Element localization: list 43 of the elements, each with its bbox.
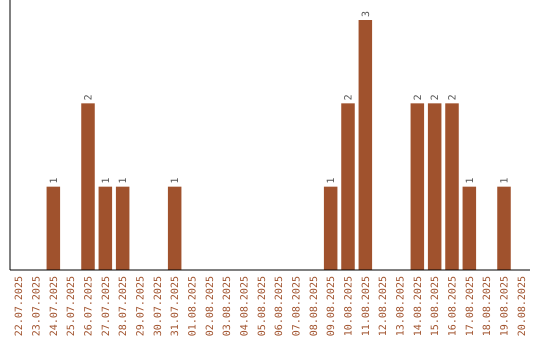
x-tick-label: 15.08.2025: [430, 276, 442, 336]
data-label: 1: [464, 178, 476, 184]
x-tick-label: 05.08.2025: [256, 276, 268, 336]
data-label: 1: [500, 178, 510, 184]
x-tick-label: 17.08.2025: [464, 276, 476, 336]
x-tick-label: 24.07.2025: [48, 276, 60, 336]
x-tick-label: 18.08.2025: [482, 276, 494, 336]
x-tick-label: 14.08.2025: [412, 276, 424, 336]
x-tick-label: 19.08.2025: [500, 276, 510, 336]
x-tick-label: 02.08.2025: [204, 276, 216, 336]
x-tick-label: 06.08.2025: [274, 276, 286, 336]
data-label: 1: [118, 178, 130, 184]
data-label: 2: [412, 94, 424, 100]
x-tick-label: 07.08.2025: [292, 276, 302, 336]
data-label: 3: [360, 10, 372, 17]
x-tick-label: 31.07.2025: [170, 276, 182, 336]
x-tick-label: 22.07.2025: [14, 276, 26, 336]
data-label: 2: [448, 94, 458, 100]
data-label: 1: [170, 178, 182, 184]
x-tick-label: 11.08.2025: [360, 276, 372, 336]
x-tick-label: 10.08.2025: [344, 276, 354, 336]
x-tick-label: 28.07.2025: [118, 276, 130, 336]
x-tick-label: 25.07.2025: [66, 276, 78, 336]
data-label: 2: [344, 94, 354, 100]
x-tick-label: 01.08.2025: [188, 276, 198, 336]
x-tick-label: 08.08.2025: [308, 276, 320, 336]
x-tick-label: 29.07.2025: [136, 276, 146, 336]
x-tick-label: 30.07.2025: [152, 276, 164, 336]
x-tick-label: 27.07.2025: [100, 276, 112, 336]
x-tick-label: 26.07.2025: [84, 276, 94, 336]
x-tick-label: 13.08.2025: [396, 276, 406, 336]
x-tick-label: 16.08.2025: [448, 276, 458, 336]
x-tick-label: 20.08.2025: [516, 276, 528, 336]
data-label: 1: [100, 178, 112, 184]
data-label: 1: [326, 178, 338, 184]
data-label: 1: [48, 178, 60, 184]
x-tick-label: 12.08.2025: [378, 276, 390, 336]
x-tick-label: 09.08.2025: [326, 276, 338, 336]
x-tick-label: 23.07.2025: [32, 276, 42, 336]
x-tick-label: 03.08.2025: [222, 276, 234, 336]
x-tick-label: 04.08.2025: [240, 276, 250, 336]
data-label: 2: [84, 94, 94, 100]
data-label: 2: [430, 94, 442, 100]
